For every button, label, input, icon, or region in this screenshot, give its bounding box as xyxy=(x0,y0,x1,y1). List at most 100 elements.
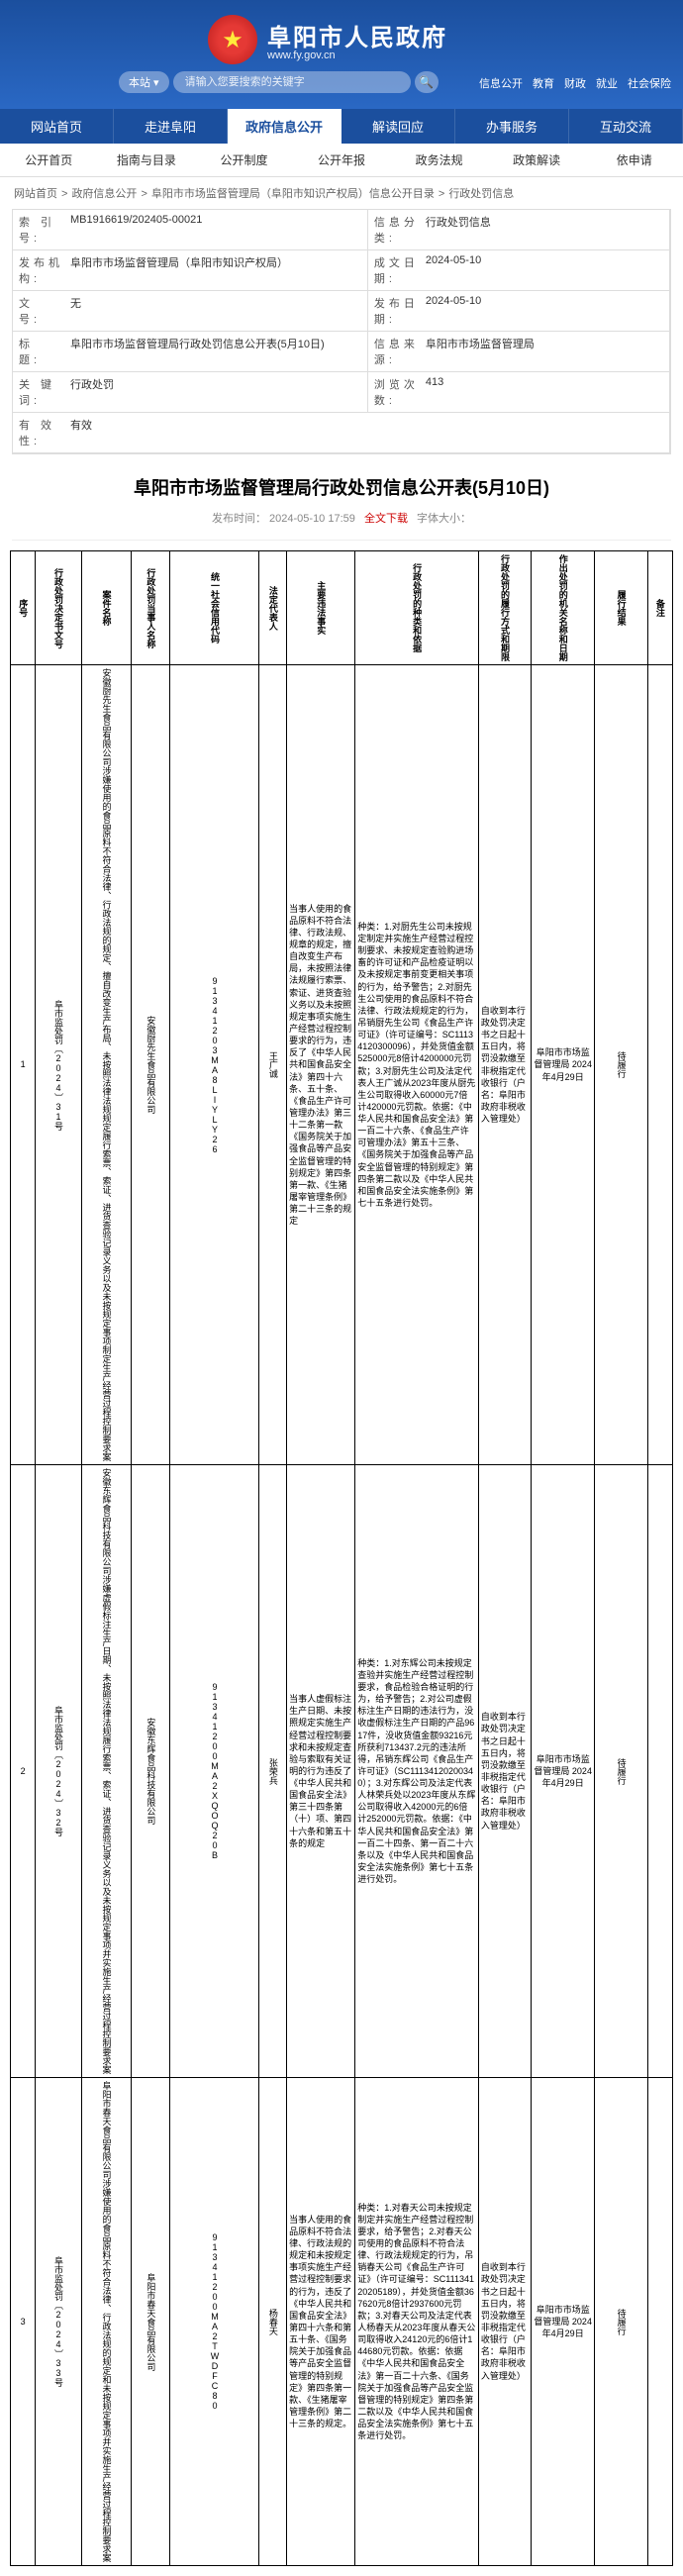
meta-value: 阜阳市市场监督管理局 xyxy=(426,336,663,367)
main-nav-item[interactable]: 互动交流 xyxy=(569,109,683,144)
table-header-cell: 行政处罚当事人名称 xyxy=(132,551,170,665)
table-header-cell: 行政处罚的履行方式和期限 xyxy=(478,551,531,665)
breadcrumb-item[interactable]: 网站首页 xyxy=(14,188,57,200)
sub-nav-item[interactable]: 政策解读 xyxy=(488,144,586,176)
table-cell: 阜市监处罚〔2024〕33号 xyxy=(36,2078,81,2566)
pub-time-label: 发布时间： xyxy=(212,513,266,525)
table-header-cell: 主要违法事实 xyxy=(287,551,355,665)
table-cell: 杨春天 xyxy=(259,2078,287,2566)
main-nav-item[interactable]: 办事服务 xyxy=(455,109,569,144)
table-cell: 阜阳市春天食品有限公司涉嫌使用的食品原料不符合法律、行政法规的规定和未按规定事项… xyxy=(81,2078,132,2566)
sub-nav-item[interactable]: 公开首页 xyxy=(0,144,98,176)
article-title: 阜阳市市场监督管理局行政处罚信息公开表(5月10日) xyxy=(0,454,683,510)
table-cell: 阜阳市市场监督管理局 2024年4月29日 xyxy=(531,665,595,1465)
table-cell xyxy=(647,2078,672,2566)
table-header-cell: 序号 xyxy=(11,551,36,665)
top-link[interactable]: 社会保险 xyxy=(628,75,671,91)
table-cell: 自收到本行政处罚决定书之日起十五日内，将罚没款缴至非税指定代收银行（户名：阜阳市… xyxy=(478,665,531,1465)
table-cell: 当事人虚假标注生产日期、未按照规定实施生产经营过程控制要求和未按规定查验与索取有… xyxy=(287,1465,355,2078)
sub-nav-item[interactable]: 指南与目录 xyxy=(98,144,196,176)
table-header-cell: 行政处罚决定书文号 xyxy=(36,551,81,665)
table-cell: 待履行 xyxy=(595,2078,647,2566)
table-header-cell: 统一社会信用代码 xyxy=(170,551,259,665)
meta-label: 文 号: xyxy=(19,295,70,327)
meta-label: 有 效 性: xyxy=(19,417,70,448)
sub-nav-item[interactable]: 公开制度 xyxy=(195,144,293,176)
breadcrumb-item: 行政处罚信息 xyxy=(448,188,514,200)
national-emblem-icon xyxy=(208,15,257,64)
meta-value: 无 xyxy=(70,295,361,327)
meta-value: 阜阳市市场监督管理局行政处罚信息公开表(5月10日) xyxy=(70,336,361,367)
meta-label: 信息来源: xyxy=(374,336,426,367)
sub-nav: 公开首页指南与目录公开制度公开年报政务法规政策解读依申请 xyxy=(0,144,683,177)
meta-value: 阜阳市市场监督管理局（阜阳市知识产权局） xyxy=(70,254,361,286)
table-header-cell: 法定代表人 xyxy=(259,551,287,665)
main-nav: 网站首页走进阜阳政府信息公开解读回应办事服务互动交流 xyxy=(0,109,683,144)
table-cell: 3 xyxy=(11,2078,36,2566)
sub-nav-item[interactable]: 依申请 xyxy=(585,144,683,176)
article-subline: 发布时间： 2024-05-10 17:59 全文下载 字体大小： xyxy=(12,510,671,541)
table-cell: 王广诚 xyxy=(259,665,287,1465)
search-bar: 本站 ▾ 🔍 xyxy=(119,71,439,93)
main-nav-item[interactable]: 解读回应 xyxy=(342,109,455,144)
table-row: 1阜市监处罚〔2024〕31号安徽厨先生食品有限公司涉嫌使用的食品原料不符合法律… xyxy=(11,665,673,1465)
table-cell: 安徽厨先生食品有限公司 xyxy=(132,665,170,1465)
download-link[interactable]: 全文下载 xyxy=(364,513,408,525)
main-nav-item[interactable]: 政府信息公开 xyxy=(228,109,342,144)
document-meta-table: 索 引 号:MB1916619/202405-00021 信息分类:行政处罚信息发… xyxy=(12,209,671,454)
top-link[interactable]: 教育 xyxy=(533,75,554,91)
table-cell: 2 xyxy=(11,1465,36,2078)
pub-time: 2024-05-10 17:59 xyxy=(269,513,355,525)
font-size-label: 字体大小： xyxy=(417,513,471,525)
table-header-cell: 备注 xyxy=(647,551,672,665)
site-banner: 阜阳市人民政府 www.fy.gov.cn 本站 ▾ 🔍 信息公开教育财政就业社… xyxy=(0,0,683,109)
search-button[interactable]: 🔍 xyxy=(415,71,439,93)
meta-label: 索 引 号: xyxy=(19,214,70,246)
search-input[interactable] xyxy=(173,71,411,93)
table-header-cell: 作出处罚的机关名称和日期 xyxy=(531,551,595,665)
meta-label: 关 键 词: xyxy=(19,376,70,408)
table-cell: 1 xyxy=(11,665,36,1465)
meta-label: 信息分类: xyxy=(374,214,426,246)
table-cell: 阜阳市市场监督管理局 2024年4月29日 xyxy=(531,1465,595,2078)
table-cell: 当事人使用的食品原料不符合法律、行政法规、规章的规定，擅自改变生产布局，未按照法… xyxy=(287,665,355,1465)
top-quick-links: 信息公开教育财政就业社会保险 xyxy=(479,75,671,91)
meta-value: 行政处罚信息 xyxy=(426,214,663,246)
meta-value: 行政处罚 xyxy=(70,376,361,408)
site-title: 阜阳市人民政府 xyxy=(267,18,447,52)
meta-value: 2024-05-10 xyxy=(426,295,663,327)
meta-value: 有效 xyxy=(70,417,663,448)
table-cell: 种类：1.对春天公司未按规定制定并实施生产经营过程控制要求，给予警告；2.对春天… xyxy=(355,2078,479,2566)
table-cell: 张荣兵 xyxy=(259,1465,287,2078)
sub-nav-item[interactable]: 公开年报 xyxy=(293,144,391,176)
breadcrumb: 网站首页>政府信息公开>阜阳市市场监督管理局（阜阳市知识产权局）信息公开目录>行… xyxy=(0,177,683,209)
top-link[interactable]: 就业 xyxy=(596,75,618,91)
meta-value: 2024-05-10 xyxy=(426,254,663,286)
table-cell: 种类：1.对东辉公司未按规定查验并实施生产经营过程控制要求，食品检验合格证明的行… xyxy=(355,1465,479,2078)
penalty-table: 序号行政处罚决定书文号案件名称行政处罚当事人名称统一社会信用代码法定代表人主要违… xyxy=(10,550,673,2566)
breadcrumb-item[interactable]: 政府信息公开 xyxy=(71,188,137,200)
top-link[interactable]: 信息公开 xyxy=(479,75,523,91)
site-url: www.fy.gov.cn xyxy=(267,50,336,61)
main-nav-item[interactable]: 走进阜阳 xyxy=(114,109,228,144)
search-scope-select[interactable]: 本站 ▾ xyxy=(119,71,169,93)
table-cell: 阜阳市春天食品有限公司 xyxy=(132,2078,170,2566)
meta-label: 发布日期: xyxy=(374,295,426,327)
meta-value: MB1916619/202405-00021 xyxy=(70,214,361,246)
table-header-cell: 案件名称 xyxy=(81,551,132,665)
meta-label: 成文日期: xyxy=(374,254,426,286)
table-cell: 安徽东辉食品科技有限公司涉嫌虚假标注生产日期、未按照法律法规履行索票、索证、进货… xyxy=(81,1465,132,2078)
sub-nav-item[interactable]: 政务法规 xyxy=(390,144,488,176)
table-cell: 91341200MA2XQOQ20B xyxy=(170,1465,259,2078)
table-header-cell: 履行结果 xyxy=(595,551,647,665)
main-nav-item[interactable]: 网站首页 xyxy=(0,109,114,144)
meta-value: 413 xyxy=(426,376,663,408)
table-cell xyxy=(647,1465,672,2078)
table-cell: 当事人使用的食品原料不符合法律、行政法规的规定和未按规定事项实施生产经营过程控制… xyxy=(287,2078,355,2566)
table-cell: 阜市监处罚〔2024〕32号 xyxy=(36,1465,81,2078)
table-header-cell: 行政处罚的种类和依据 xyxy=(355,551,479,665)
table-cell: 91341203MA8LIYLY26 xyxy=(170,665,259,1465)
breadcrumb-item[interactable]: 阜阳市市场监督管理局（阜阳市知识产权局）信息公开目录 xyxy=(151,188,435,200)
top-link[interactable]: 财政 xyxy=(564,75,586,91)
meta-label: 标 题: xyxy=(19,336,70,367)
